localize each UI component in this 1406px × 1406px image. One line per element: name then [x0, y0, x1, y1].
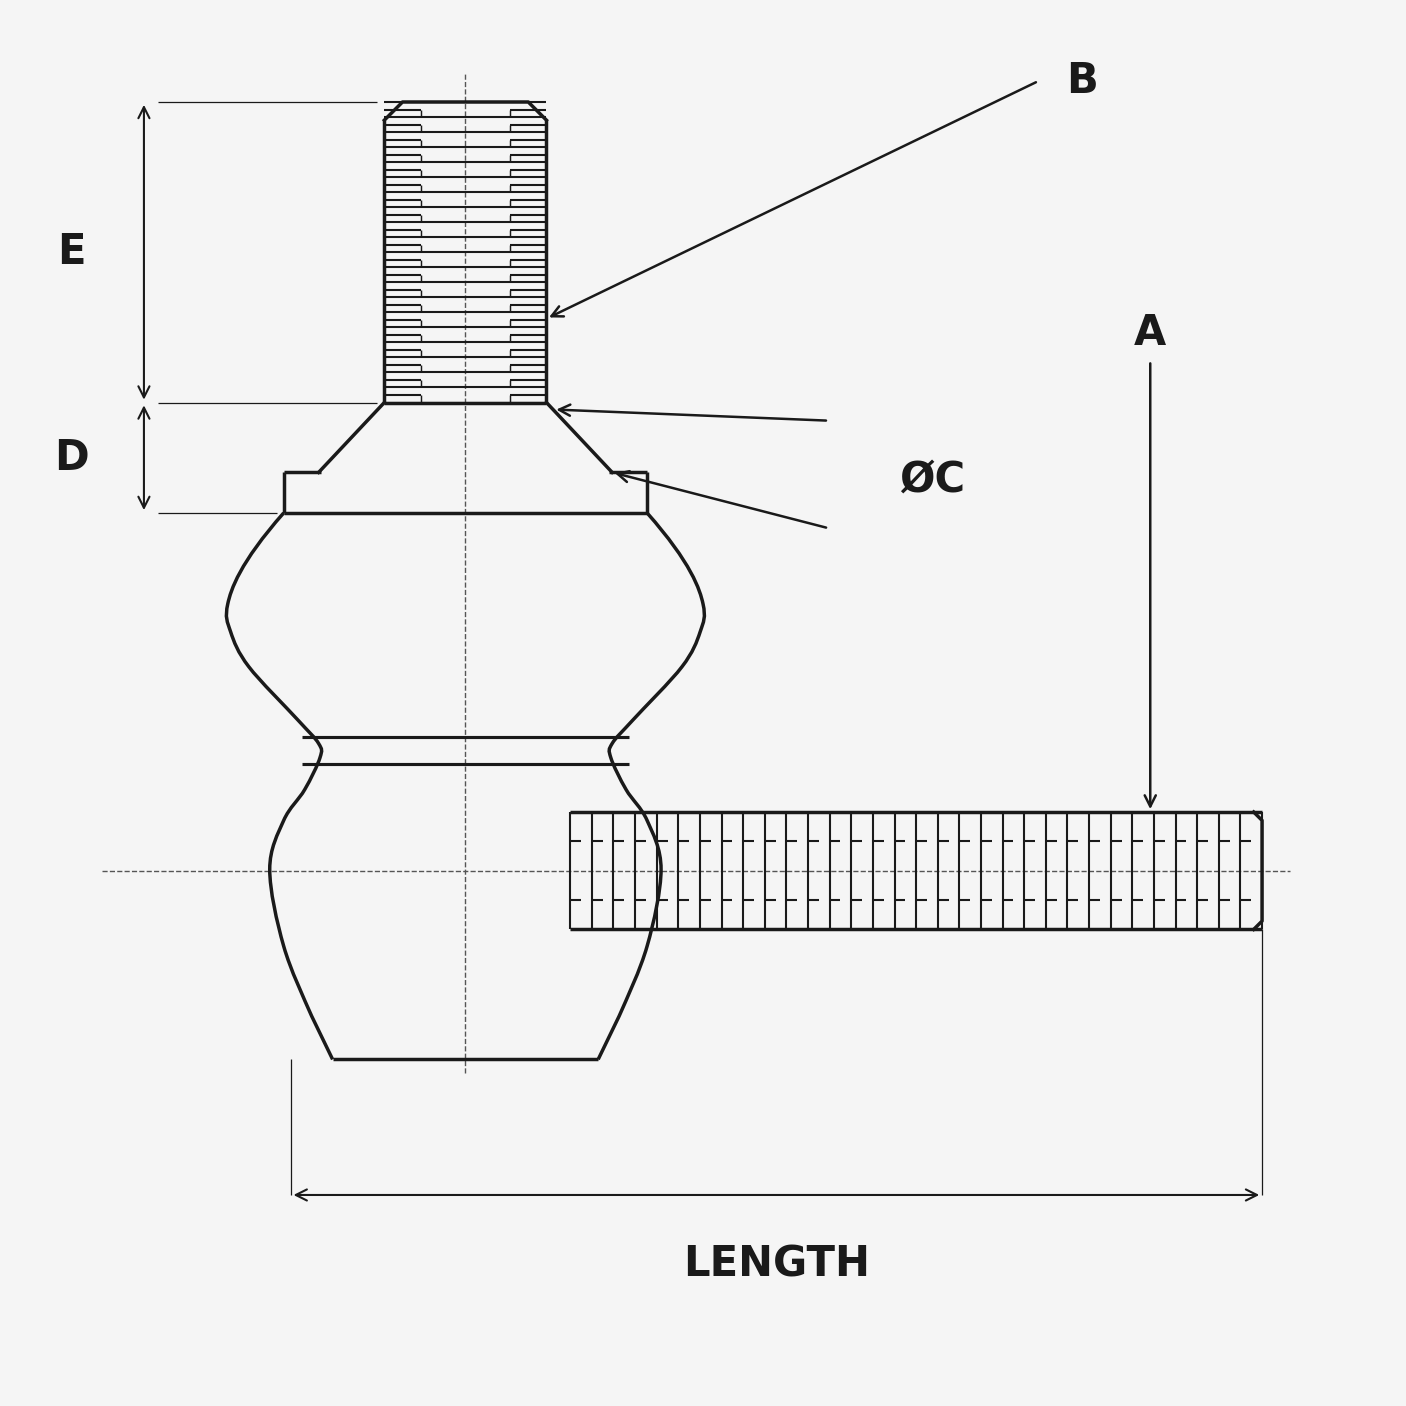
Text: ØC: ØC: [898, 458, 965, 501]
Text: B: B: [1066, 60, 1098, 103]
Text: LENGTH: LENGTH: [683, 1244, 870, 1286]
Text: E: E: [58, 231, 86, 273]
Text: D: D: [53, 437, 89, 478]
Text: A: A: [1135, 312, 1167, 354]
